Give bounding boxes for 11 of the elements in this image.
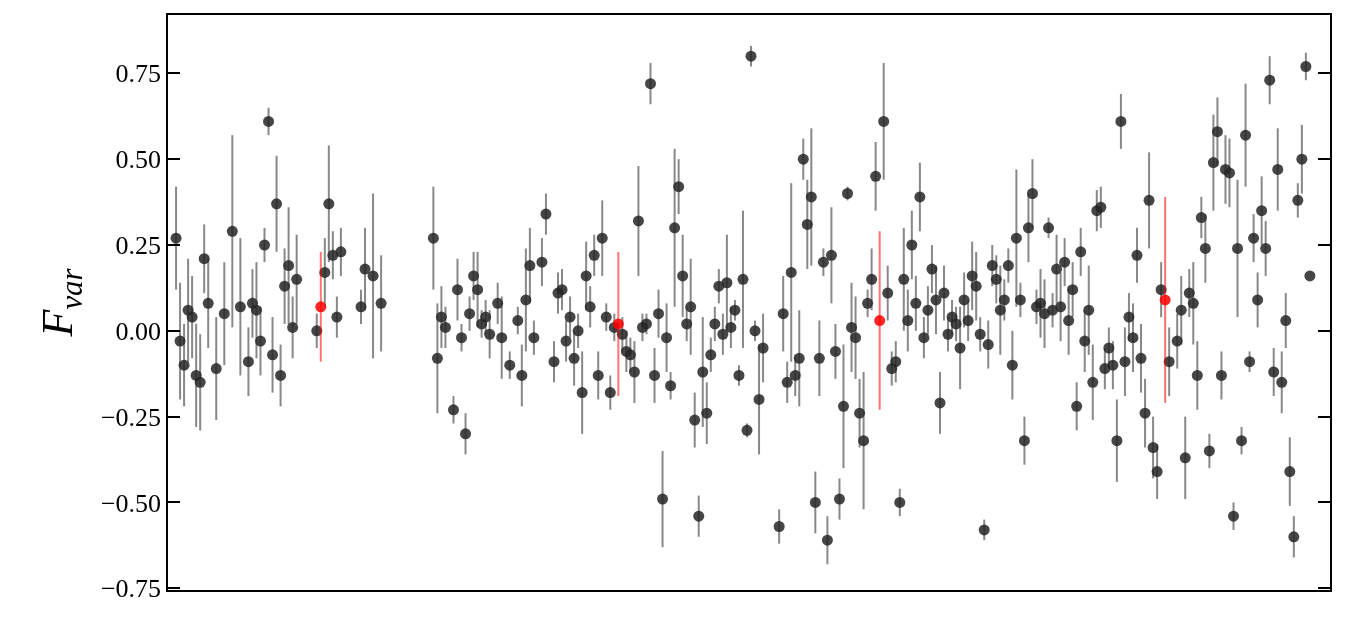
- y-tick-label: −0.25: [100, 402, 162, 432]
- y-tick-label: −0.50: [100, 488, 162, 518]
- point: [1159, 294, 1171, 306]
- point: [315, 301, 327, 313]
- y-tick-label: −0.75: [100, 574, 162, 604]
- point: [612, 318, 624, 330]
- y-tick-label: 0.50: [115, 145, 162, 175]
- point: [874, 315, 886, 327]
- y-tick-label: 0.00: [115, 316, 162, 346]
- y-tick-label: 0.25: [115, 231, 162, 261]
- y-tick-label: 0.75: [115, 59, 162, 89]
